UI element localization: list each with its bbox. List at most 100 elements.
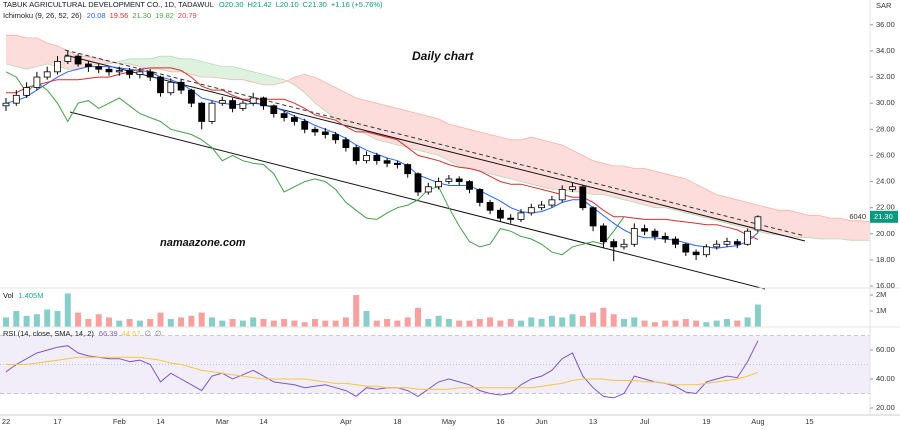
volume-bar [363,311,370,327]
x-tick-label: 14 [259,417,267,426]
indicator-legend: Ichimoku (9, 26, 52, 26) 20.08 19.56 21.30 1… [3,11,197,20]
x-tick-label: Mar [216,417,229,426]
volume-bar [651,322,658,327]
candle-body [744,230,751,245]
volume-bar [126,319,133,327]
x-tick-label: Feb [113,417,126,426]
volume-bar [466,320,473,327]
candle-body [496,209,504,219]
candle-body [74,55,82,65]
volume-bar [44,309,51,327]
volume-bar [394,320,401,327]
indicator-value: 19.82 [155,11,174,20]
cloud-segment [232,66,243,80]
candle-body [723,241,731,245]
x-tick-label: 13 [589,417,597,426]
cloud-segment [273,77,285,85]
rsi-value: ∅ [155,329,162,338]
volume-bar [507,319,514,327]
cloud-segment [366,100,377,140]
y-tick-label: 20.00 [876,229,895,238]
volume-bar [724,319,730,327]
volume-bar [435,315,442,327]
cloud-segment [150,56,161,70]
candle-body [548,199,556,206]
cloud-segment [201,61,212,78]
volume-bar [270,320,277,327]
y-tick-label: 34.00 [876,46,895,55]
candle-body [393,162,401,165]
volume-bar [136,320,143,327]
indicator-line [5,71,625,256]
x-tick-label: Jun [536,417,548,426]
cloud-segment [181,58,192,75]
candle-body [414,173,422,193]
cloud-segment [253,71,264,85]
y-tick-label: 22.00 [876,203,895,212]
cloud-segment [562,145,573,192]
cloud-segment [490,134,501,177]
x-tick-label: May [442,417,456,426]
candle-body [332,134,340,141]
candle-body [579,186,587,209]
candle-body [85,63,92,68]
cloud-segment [6,35,17,67]
x-tick-label: Apr [340,417,352,426]
volume-bar [528,317,535,327]
candle-body [167,81,175,94]
ohlc-label: +1.16 (+5.76%) [331,0,383,9]
ohlc-label: C21.30 [303,0,327,9]
candle-body [538,204,545,209]
cloud-segment [830,218,841,239]
cloud-segment [634,168,645,206]
volume-bar [579,315,586,327]
volume-bar [487,317,494,327]
candle-body [23,87,31,96]
candle-body [187,89,195,104]
countdown-label: 6040 [849,212,866,221]
candle-body [301,121,309,130]
candle-body [363,155,370,162]
cloud-segment [799,212,810,238]
x-tick-label: 18 [393,417,401,426]
cloud-segment [335,87,346,125]
x-tick-label: Aug [751,417,764,426]
candle-body [321,131,329,135]
cloud-segment [850,220,861,241]
cloud-segment [809,215,820,239]
cloud-segment [531,137,542,187]
candle-body [12,94,20,104]
cloud-segment [170,56,182,72]
cloud-segment [222,66,233,80]
candle-body [435,181,443,188]
annotation: Daily chart [412,49,474,63]
candle-body [507,217,515,220]
cloud-segment [860,220,870,241]
cloud-segment [788,210,800,238]
y-tick-label: 24.00 [876,177,895,186]
y-tick-label: 18.00 [876,255,895,264]
ohlc-label: L20.10 [276,0,299,9]
candle-body [198,102,206,122]
cloud-segment [685,178,697,216]
y-tick-label: 32.00 [876,72,895,81]
candle-body [342,139,350,148]
cloud-segment [706,189,717,221]
volume-bar [157,312,164,327]
cloud-segment [315,77,326,111]
volume-bar [301,322,308,327]
cloud-segment [448,124,460,166]
candle-body [713,243,721,248]
volume-bar [198,312,205,327]
volume-bar [23,315,30,327]
y-tick-label: 20.00 [876,403,895,412]
volume-bar [75,312,82,327]
front-layer [2,50,762,399]
candle-body [404,164,412,175]
candle-body [692,251,700,256]
cloud-segment [407,111,418,151]
x-tick-label: 22 [2,417,10,426]
volume-bar [569,314,576,327]
